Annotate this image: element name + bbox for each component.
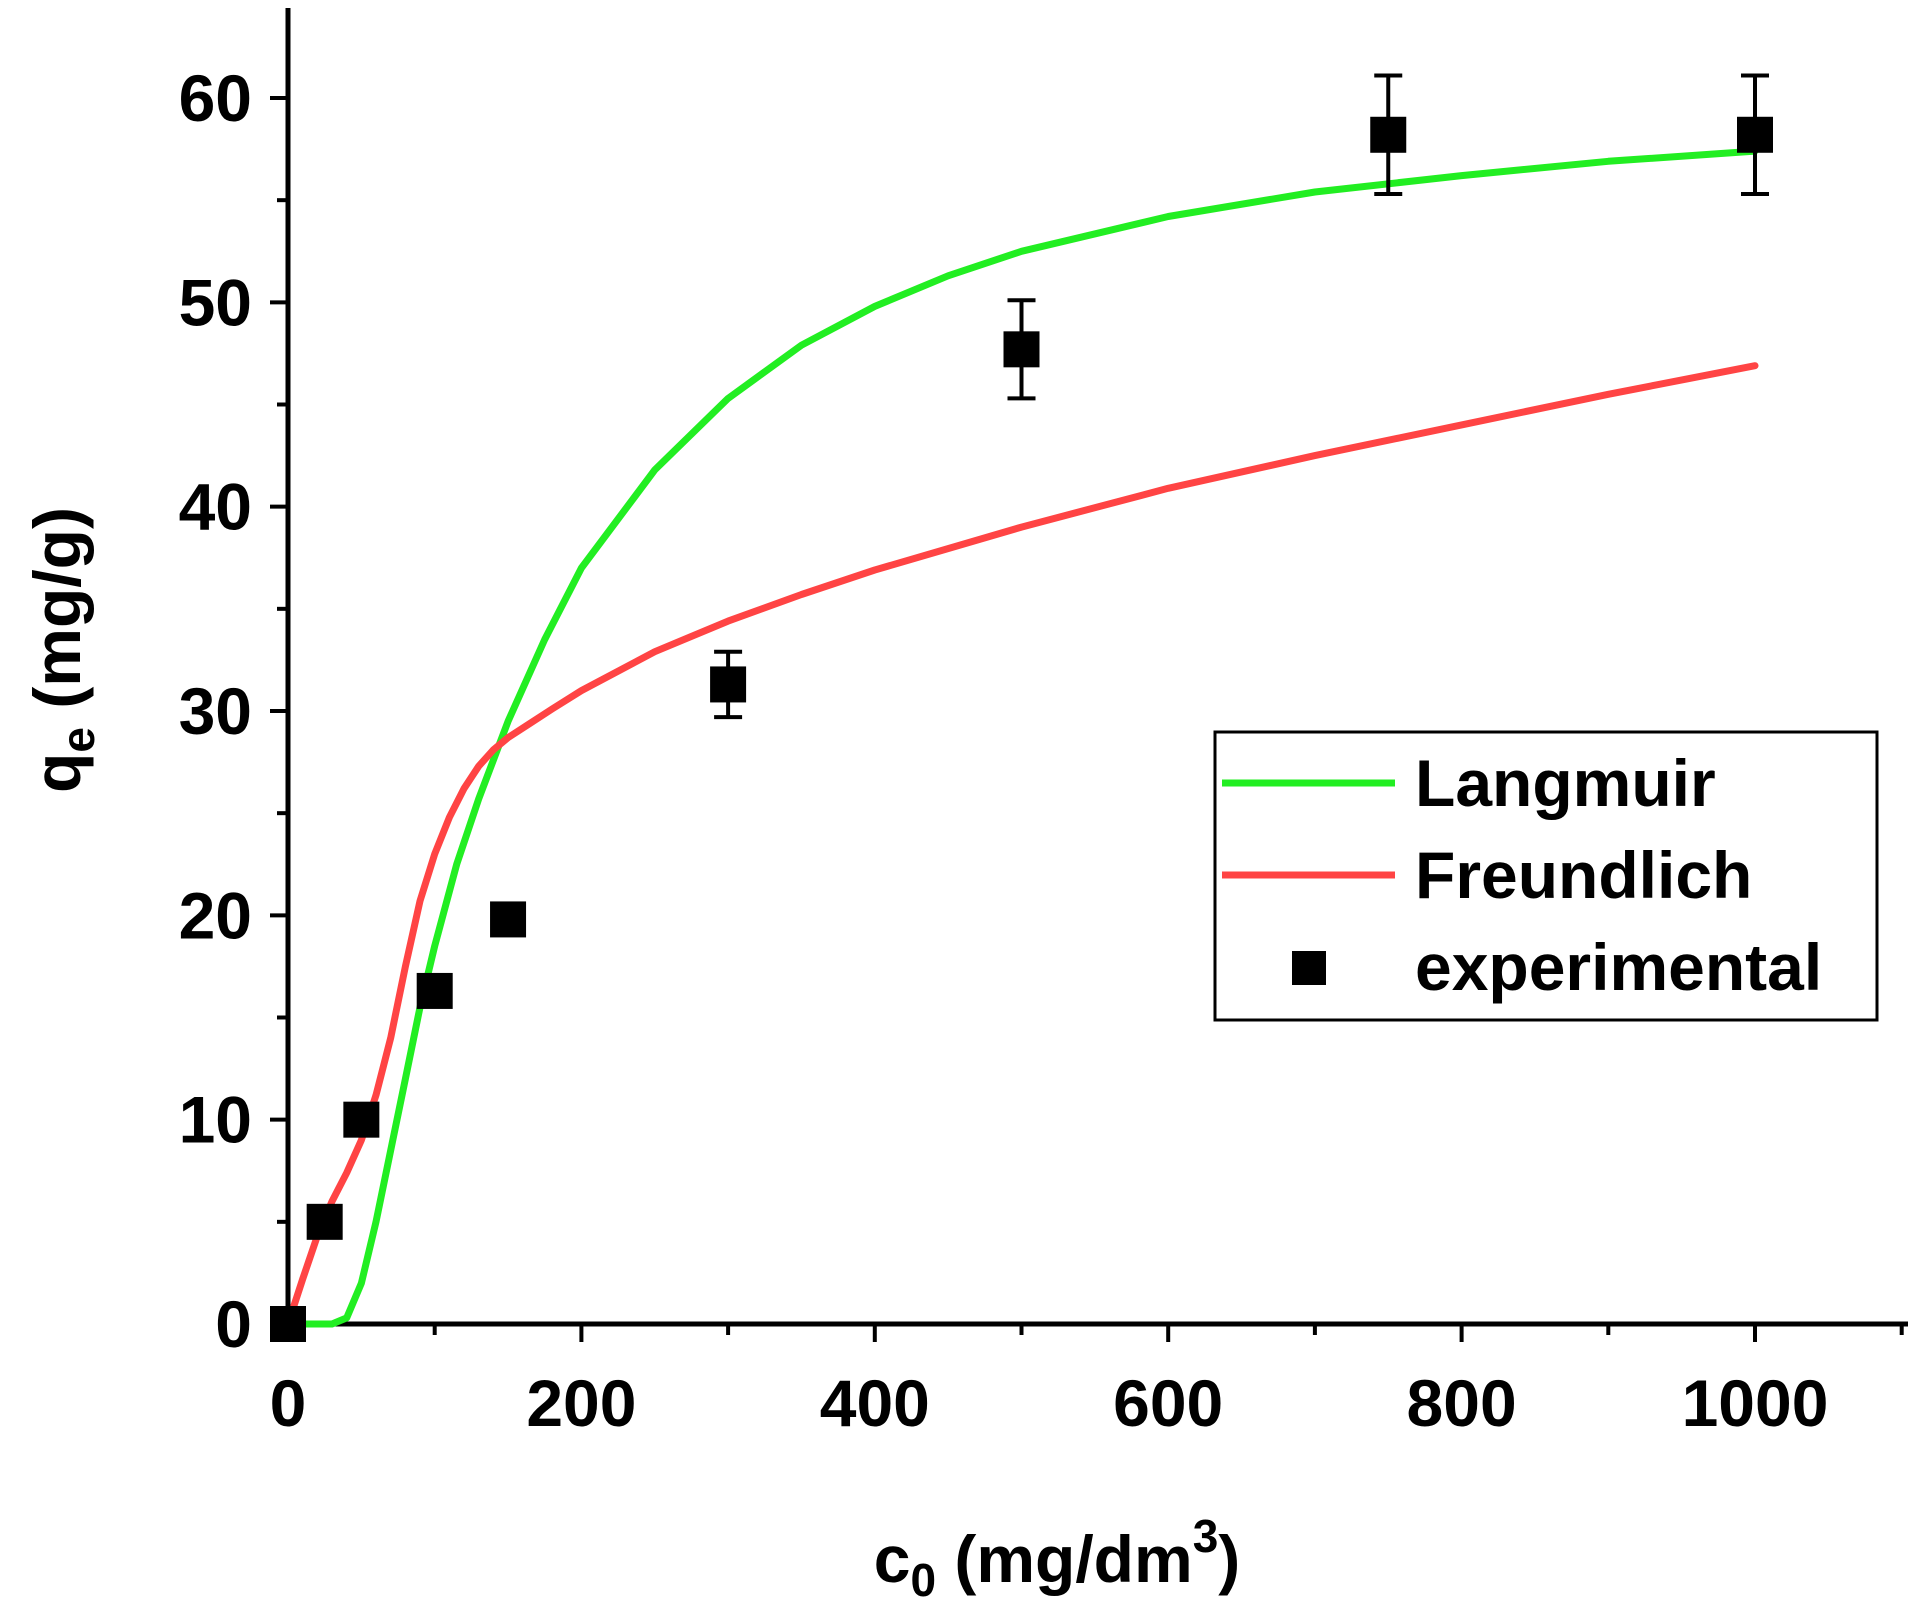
data-point bbox=[1003, 331, 1040, 368]
x-tick-label: 0 bbox=[270, 1366, 307, 1440]
x-tick-label: 400 bbox=[820, 1366, 930, 1440]
data-point bbox=[1370, 116, 1407, 153]
data-point bbox=[1737, 116, 1773, 153]
data-point bbox=[343, 1101, 380, 1138]
x-axis-title: c0 (mg/dm3) bbox=[874, 1510, 1241, 1604]
x-tick-label: 200 bbox=[526, 1366, 636, 1440]
y-axis-title-unit: (mg/g) bbox=[20, 507, 94, 727]
y-axis-title-sub: e bbox=[52, 727, 104, 753]
y-axis-title: qe (mg/g) bbox=[20, 507, 104, 793]
x-axis-title-unit-pre: (mg/dm bbox=[936, 1522, 1193, 1596]
y-tick-label: 50 bbox=[179, 265, 252, 339]
y-tick-label: 20 bbox=[179, 878, 252, 952]
x-tick-label: 800 bbox=[1407, 1366, 1517, 1440]
data-point bbox=[270, 1306, 306, 1342]
series-points bbox=[270, 73, 1773, 1342]
x-axis-title-sup: 3 bbox=[1193, 1510, 1219, 1562]
data-point bbox=[490, 901, 527, 938]
x-ticks: 0 200 400 600 800 1000 bbox=[270, 1324, 1904, 1440]
series-line-langmuir bbox=[284, 147, 1759, 1328]
x-axis-title-main: c bbox=[874, 1522, 911, 1596]
x-axis-title-sub: 0 bbox=[910, 1554, 936, 1604]
y-tick-label: 60 bbox=[179, 61, 252, 135]
data-point bbox=[416, 972, 453, 1009]
data-point bbox=[710, 666, 747, 703]
y-tick-label: 10 bbox=[179, 1083, 252, 1157]
data-point bbox=[306, 1203, 343, 1240]
y-ticks: 0 10 20 30 40 50 60 bbox=[179, 61, 288, 1361]
y-tick-label: 40 bbox=[179, 470, 252, 544]
series-line-freundlich bbox=[284, 362, 1759, 1328]
x-axis-title-unit-post: ) bbox=[1218, 1522, 1240, 1596]
legend-swatch-experimental bbox=[1292, 951, 1326, 985]
series-lines bbox=[284, 147, 1759, 1328]
y-axis-title-main: q bbox=[20, 753, 94, 793]
legend-label-langmuir: Langmuir bbox=[1415, 746, 1716, 820]
legend-label-freundlich: Freundlich bbox=[1415, 838, 1752, 912]
x-tick-label: 600 bbox=[1113, 1366, 1223, 1440]
y-tick-label: 30 bbox=[179, 674, 252, 748]
x-tick-label: 1000 bbox=[1682, 1366, 1829, 1440]
legend-label-experimental: experimental bbox=[1415, 930, 1822, 1004]
y-tick-label: 0 bbox=[215, 1287, 252, 1361]
legend: Langmuir Freundlich experimental bbox=[1213, 730, 1879, 1022]
